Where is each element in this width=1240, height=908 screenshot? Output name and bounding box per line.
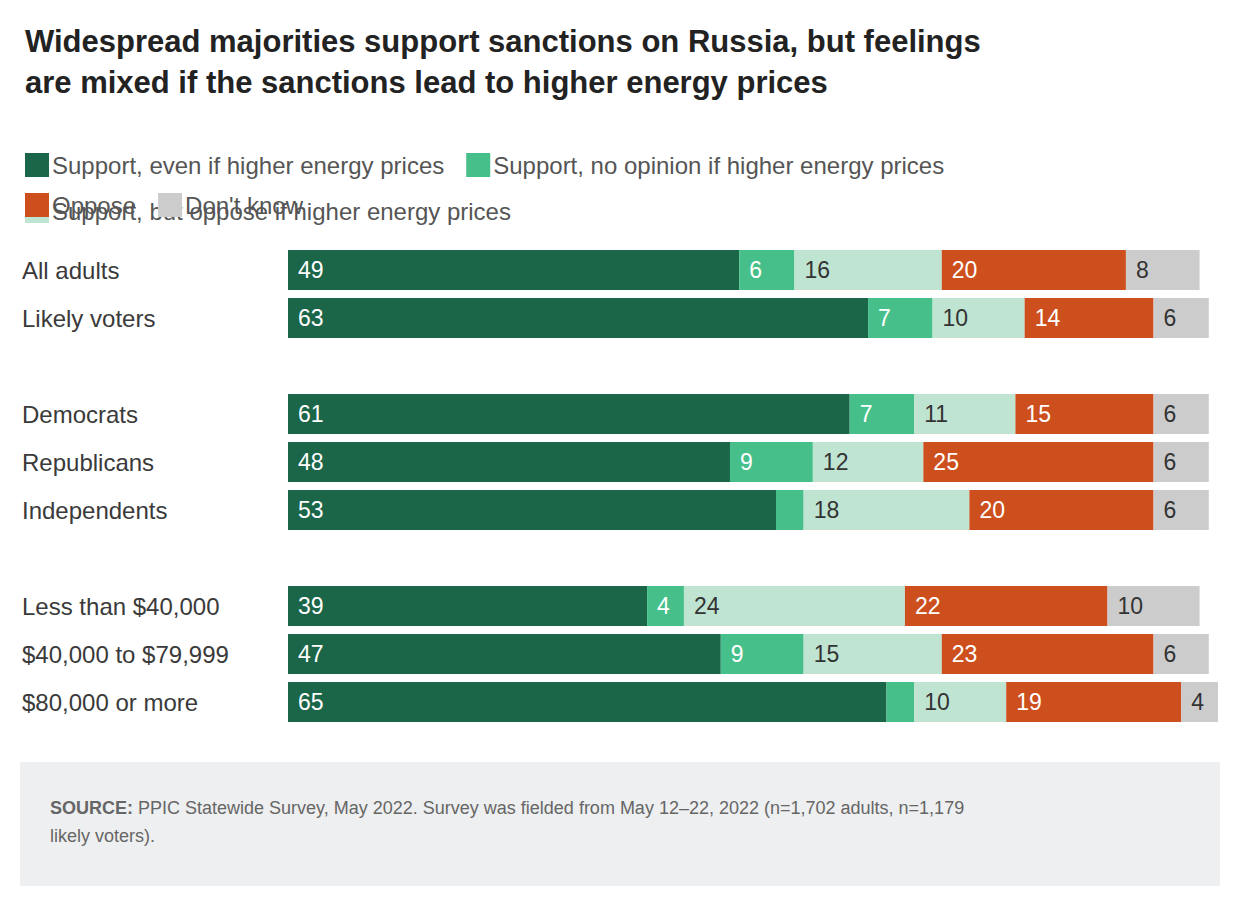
svg-text:24: 24: [694, 593, 720, 619]
svg-text:6: 6: [1164, 497, 1177, 523]
svg-text:10: 10: [943, 305, 969, 331]
svg-text:14: 14: [1035, 305, 1061, 331]
svg-text:6: 6: [1164, 305, 1177, 331]
svg-text:6: 6: [1164, 449, 1177, 475]
svg-text:4: 4: [1191, 689, 1204, 715]
svg-text:4: 4: [657, 593, 670, 619]
svg-text:53: 53: [298, 497, 324, 523]
svg-text:likely voters).: likely voters).: [50, 826, 155, 846]
svg-text:11: 11: [924, 401, 948, 427]
svg-text:48: 48: [298, 449, 324, 475]
svg-text:8: 8: [1136, 257, 1149, 283]
svg-text:22: 22: [915, 593, 941, 619]
svg-text:16: 16: [804, 257, 830, 283]
svg-text:65: 65: [298, 689, 324, 715]
svg-text:Democrats: Democrats: [22, 401, 138, 428]
svg-text:49: 49: [298, 257, 324, 283]
svg-text:$40,000 to $79,999: $40,000 to $79,999: [22, 641, 229, 668]
svg-text:7: 7: [878, 305, 891, 331]
svg-text:Independents: Independents: [22, 497, 167, 524]
svg-text:6: 6: [1164, 641, 1177, 667]
svg-text:20: 20: [952, 257, 978, 283]
svg-text:15: 15: [814, 641, 840, 667]
svg-text:Oppose: Oppose: [52, 192, 136, 219]
svg-text:12: 12: [823, 449, 849, 475]
svg-text:6: 6: [1164, 401, 1177, 427]
svg-text:SOURCE:: SOURCE:: [50, 798, 133, 818]
svg-text:10: 10: [924, 689, 950, 715]
svg-text:9: 9: [731, 641, 744, 667]
svg-text:6: 6: [749, 257, 762, 283]
svg-text:39: 39: [298, 593, 324, 619]
svg-text:$80,000 or more: $80,000 or more: [22, 689, 198, 716]
svg-text:23: 23: [952, 641, 978, 667]
svg-text:Support, even if higher energy: Support, even if higher energy prices: [52, 152, 444, 179]
svg-text:7: 7: [860, 401, 873, 427]
svg-text:63: 63: [298, 305, 324, 331]
svg-text:Less than $40,000: Less than $40,000: [22, 593, 220, 620]
svg-text:18: 18: [814, 497, 840, 523]
svg-text:10: 10: [1118, 593, 1144, 619]
svg-text:15: 15: [1025, 401, 1051, 427]
svg-text:61: 61: [298, 401, 324, 427]
svg-text:Support, no opinion if higher: Support, no opinion if higher energy pri…: [493, 152, 944, 179]
svg-text:Widespread majorities support: Widespread majorities support sanctions …: [25, 24, 981, 59]
svg-text:All adults: All adults: [22, 257, 119, 284]
svg-text:are mixed if the sanctions lea: are mixed if the sanctions lead to highe…: [25, 65, 828, 100]
svg-text:20: 20: [979, 497, 1005, 523]
svg-text:25: 25: [933, 449, 959, 475]
svg-text:Don't know: Don't know: [185, 192, 304, 219]
svg-text:19: 19: [1016, 689, 1042, 715]
svg-text:47: 47: [298, 641, 324, 667]
svg-text:Republicans: Republicans: [22, 449, 154, 476]
svg-text:PPIC Statewide Survey, May 202: PPIC Statewide Survey, May 2022. Survey …: [133, 798, 969, 818]
svg-text:Likely voters: Likely voters: [22, 305, 155, 332]
svg-text:9: 9: [740, 449, 753, 475]
